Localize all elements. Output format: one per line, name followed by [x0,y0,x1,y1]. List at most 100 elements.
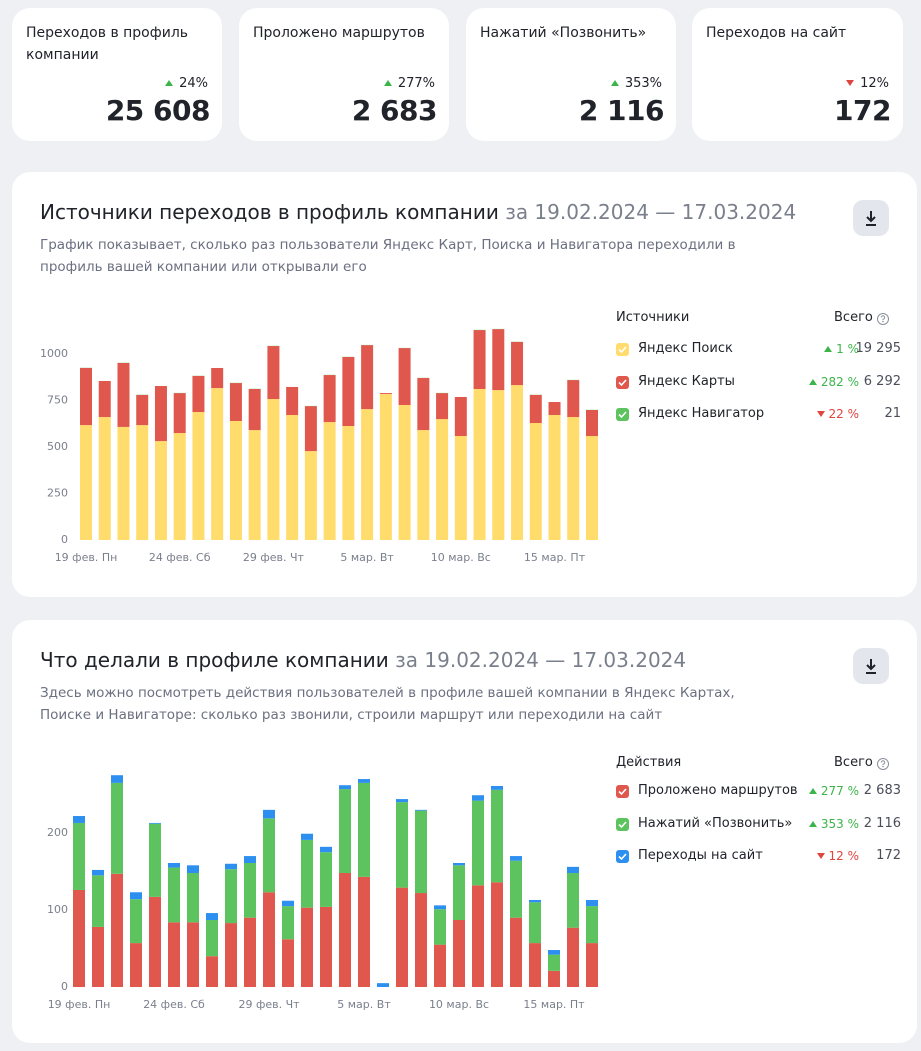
bar-segment [339,873,351,987]
legend-total: 6 292 [863,373,901,389]
bar-segment [168,922,180,987]
bar-segment [548,402,561,416]
legend-change-text: 1 % [836,342,859,356]
bar-segment [304,406,317,452]
bar-segment [492,329,505,391]
bar-segment [301,833,313,840]
download-icon [866,659,876,674]
help-icon[interactable] [876,757,890,771]
bar-segment [396,887,408,987]
x-tick-label: 5 мар. Вт [340,551,394,564]
trend-arrow [808,378,817,385]
legend-row[interactable]: Яндекс Карты 282 % 6 292 [616,373,901,393]
legend-change: 353 % [808,817,859,831]
download-button[interactable] [853,648,889,684]
help-icon[interactable] [876,312,890,326]
bar-segment [548,970,560,987]
download-button[interactable] [853,200,889,236]
kpi-card: Проложено маршрутов 277% 2 683 [239,8,449,141]
bar-segment [434,909,446,945]
bar-segment [187,922,199,987]
legend-row[interactable]: Нажатий «Позвонить» 353 % 2 116 [616,815,901,835]
bar-segment [510,860,522,918]
kpi-change-text: 277% [397,76,435,91]
kpi-change: 277% [383,76,435,91]
bar-segment [136,394,149,426]
bar-segment [263,818,275,893]
bar-segment [415,810,427,894]
trend-arrow [816,411,825,417]
bar-segment [361,345,374,410]
legend-checkbox [616,343,629,356]
bar-segment [358,782,370,877]
chart-period: за 19.02.2024 — 17.03.2024 [505,200,797,224]
legend-row[interactable]: Яндекс Поиск 1 % 19 295 [616,340,901,360]
legend-title: Действия [616,755,682,770]
bar-segment [586,906,598,944]
bar-segment [339,789,351,874]
legend-row[interactable]: Проложено маршрутов 277 % 2 683 [616,782,901,802]
bar-segment [436,419,449,540]
bar-segment [586,436,598,540]
legend-name: Яндекс Карты [638,373,735,389]
chart-period: за 19.02.2024 — 17.03.2024 [395,648,687,672]
bar-segment [225,863,237,870]
bar-segment [73,889,85,987]
bar-segment [130,943,142,987]
legend-total: 2 116 [863,815,901,831]
chart-description: График показывает, сколько раз пользоват… [40,237,736,275]
bar-segment [398,404,411,540]
bar-segment [472,885,484,987]
bar-segment [320,852,332,907]
legend-total: 172 [876,848,901,863]
bar-segment [417,378,430,431]
y-tick-label: 1000 [40,347,68,360]
bar-segment [434,905,446,910]
bar-segment [453,865,465,920]
bar-segment [567,873,579,928]
check-icon [618,411,627,419]
legend-row[interactable]: Яндекс Навигатор 22 % 21 [616,405,901,425]
bar-segment [529,423,542,540]
legend-row[interactable]: Переходы на сайт 12 % 172 [616,847,901,867]
bar-segment [510,917,522,987]
x-tick-label: 15 мар. Пт [523,998,585,1011]
bar-segment [80,425,92,540]
trend-arrow [610,80,619,86]
trend-arrow [383,80,392,86]
bar-segment [472,795,484,801]
bar-segment [286,386,299,416]
legend-total: 19 295 [855,341,902,356]
legend-total: 21 [884,406,901,421]
bar-segment [92,869,104,876]
kpi-change: 12% [846,76,889,91]
x-tick-label: 24 фев. Сб [143,998,205,1011]
bar-segment [396,802,408,888]
legend-change-text: 22 % [828,407,860,421]
x-tick-label: 19 фев. Пн [48,998,111,1011]
check-icon [618,853,627,861]
chart-title: Источники переходов в профиль компании [40,200,499,224]
bar-segment [267,399,280,540]
legend-name: Нажатий «Позвонить» [638,815,793,831]
bar-segment [567,417,580,540]
bar-segment [472,800,484,886]
bar-segment [491,789,503,883]
kpi-value: 2 683 [351,94,438,127]
legend-change-text: 12 % [828,849,860,863]
bar-segment [117,426,130,540]
bar-segment [415,809,427,811]
bar-segment [154,386,167,442]
kpi-change-text: 12% [860,76,889,91]
bar-segment [586,410,598,437]
check-icon [618,346,627,354]
bar-segment [111,873,123,987]
y-tick-label: 200 [47,826,68,839]
download-icon [866,211,876,226]
bar-segment [548,950,560,955]
trend-arrow [816,853,825,859]
kpi-change-text: 24% [179,76,208,91]
bar-segment [548,415,561,540]
bar-segment [192,412,205,540]
